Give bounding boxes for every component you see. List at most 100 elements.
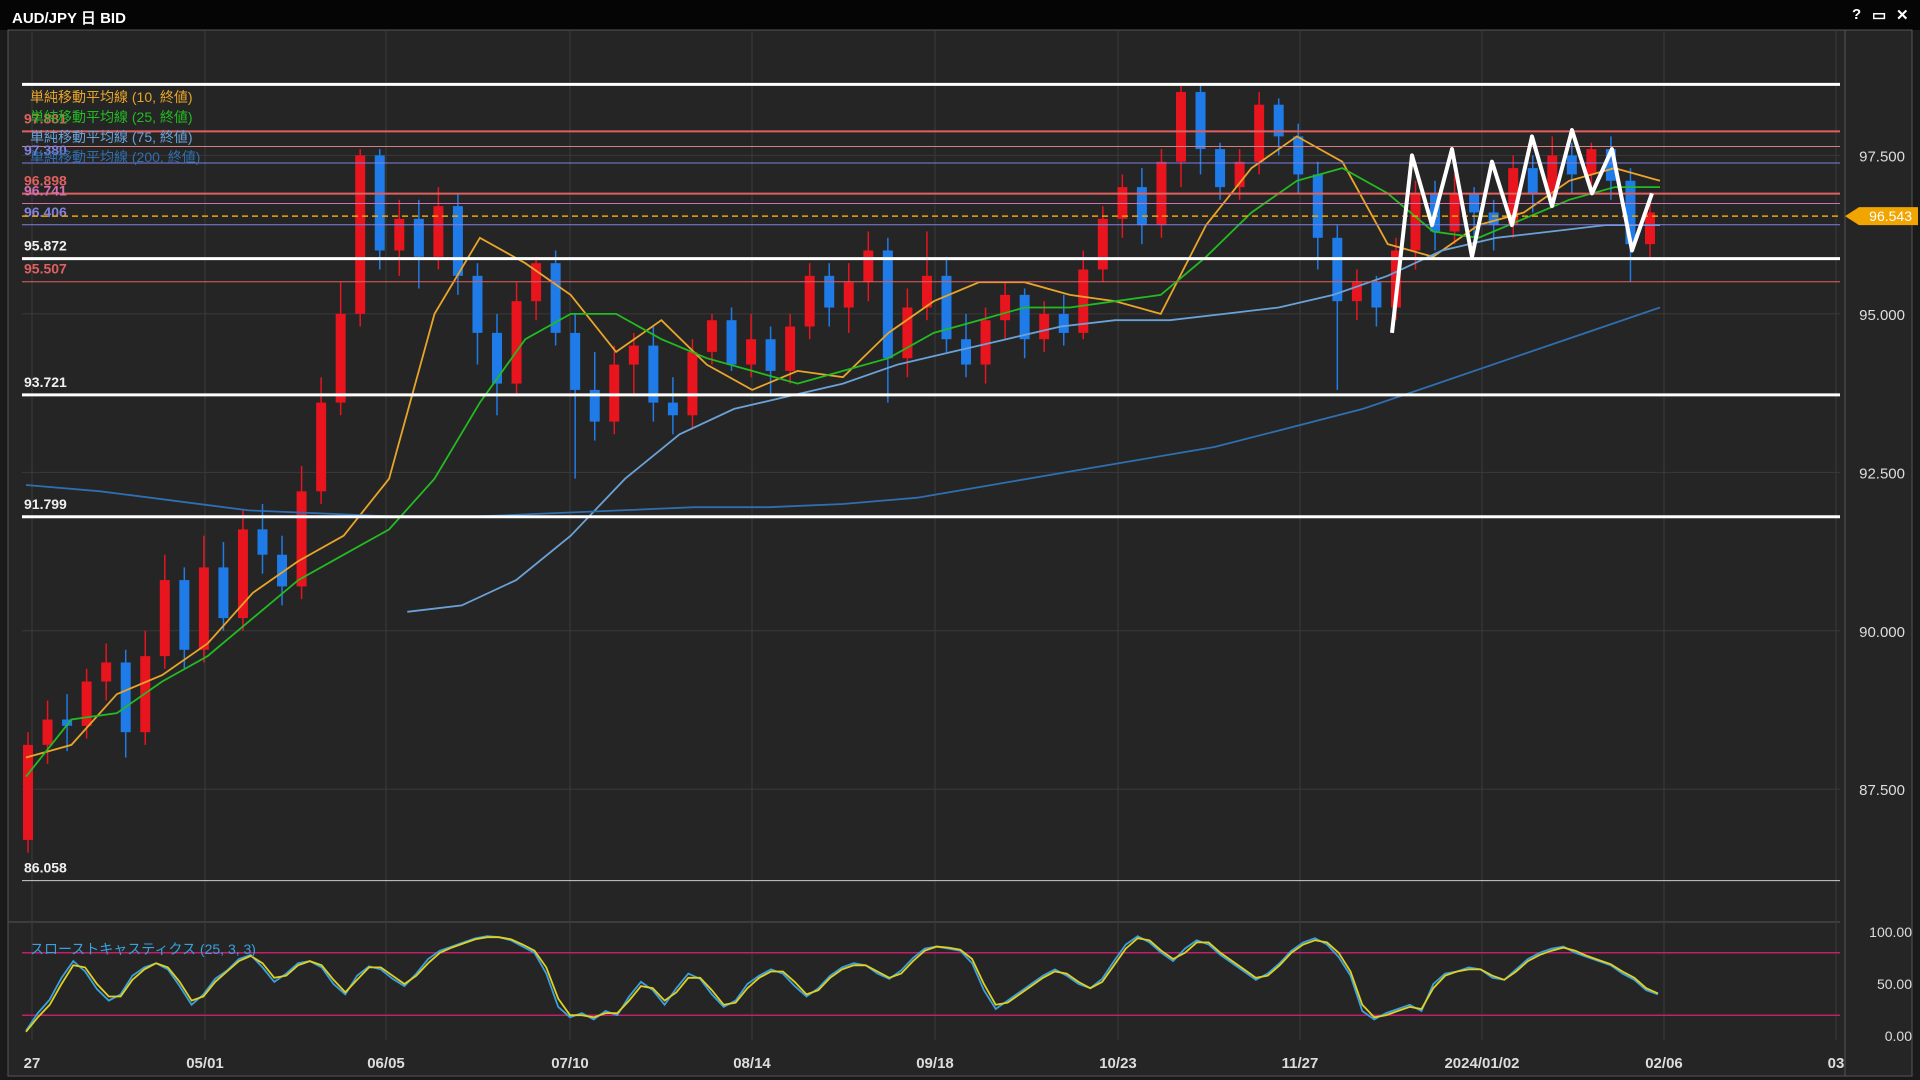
candle-body (42, 719, 53, 745)
candle-body (1508, 168, 1519, 226)
help-icon[interactable]: ? (1852, 6, 1862, 23)
moving-average-line (407, 224, 1660, 613)
candle-body (726, 320, 737, 365)
legend-entry: 単純移動平均線 (75, 終値) (30, 129, 193, 145)
candle-body (1117, 187, 1128, 219)
candle-body (628, 345, 639, 365)
candle-body (1234, 161, 1245, 188)
stochastic-line (25, 935, 1659, 1032)
candle-body (765, 339, 776, 371)
level-label: 96.898 (24, 173, 67, 189)
candle-body (941, 275, 952, 340)
candle-body (706, 320, 717, 352)
candle-body (257, 529, 268, 555)
candle-body (492, 332, 503, 384)
candle-body (81, 681, 92, 726)
maximize-icon[interactable]: ▭ (1872, 7, 1887, 24)
legend-entry: 単純移動平均線 (25, 終値) (30, 109, 193, 125)
candle-body (1215, 149, 1226, 188)
stochastic-tick-label: 50.00 (1877, 976, 1912, 992)
candle-body (961, 339, 972, 365)
candle-body (1136, 187, 1147, 226)
title-bar: AUD/JPY 日 BID ? ▭ ✕ (0, 0, 1920, 30)
legend-entry: 単純移動平均線 (10, 終値) (30, 89, 193, 105)
level-label: 96.741 (24, 183, 67, 199)
level-label: 93.721 (24, 374, 67, 390)
candle-body (589, 389, 600, 422)
candle-body (1371, 282, 1382, 308)
date-tick-label: 10/23 (1099, 1055, 1137, 1072)
candle-body (882, 250, 893, 359)
date-tick-label: 2024/01/02 (1444, 1055, 1519, 1072)
date-tick-label: 11/27 (1282, 1055, 1319, 1072)
candle-body (1019, 294, 1030, 340)
drawn-zigzag-annotation (1390, 128, 1654, 334)
price-tick-label: 87.500 (1859, 782, 1905, 799)
close-icon[interactable]: ✕ (1896, 7, 1909, 24)
candle-body (316, 402, 327, 492)
chart-border (7, 29, 1913, 1077)
candle-body (824, 275, 835, 308)
candle-body (218, 567, 229, 619)
legend-entry: 単純移動平均線 (200, 終値) (30, 149, 200, 165)
moving-average-line (25, 135, 1661, 759)
candle-body (452, 206, 463, 276)
candle-body (335, 313, 346, 403)
current-price-tag (1845, 207, 1918, 226)
candle-body (1175, 92, 1186, 162)
candle-body (1547, 155, 1558, 194)
candle-body (1332, 237, 1343, 302)
candle-body (62, 719, 73, 726)
level-label: 91.799 (24, 496, 67, 512)
level-label: 95.507 (24, 261, 67, 277)
candle-body (1058, 313, 1069, 333)
date-tick-label: 02/06 (1645, 1055, 1683, 1072)
candle-body (296, 491, 307, 587)
candle-body (1273, 104, 1284, 137)
candle-body (120, 662, 131, 733)
candle-body (1527, 168, 1538, 194)
candle-body (1312, 174, 1323, 238)
candle-body (394, 218, 405, 251)
candle-body (980, 320, 991, 365)
candle-body (863, 250, 874, 283)
candle-body (1605, 149, 1616, 181)
candle-body (374, 155, 385, 251)
candle-body (648, 345, 659, 403)
stochastic-line (25, 936, 1659, 1033)
candle-body (550, 263, 561, 333)
date-tick-label: 08/14 (733, 1055, 771, 1072)
candle-body (1097, 218, 1108, 270)
candle-body (511, 301, 522, 384)
candle-body (179, 580, 190, 650)
candle-body (1254, 104, 1265, 162)
candle-body (687, 351, 698, 416)
moving-average-line (25, 306, 1661, 518)
candle-body (1488, 212, 1499, 226)
chart-background (8, 30, 1912, 1076)
date-tick-label: 09/18 (916, 1055, 954, 1072)
candle-body (355, 155, 366, 314)
candle-body (1469, 193, 1480, 213)
candle-body (433, 206, 444, 257)
candle-body (746, 339, 757, 365)
candle-body (667, 402, 678, 416)
stochastic-tick-label: 0.00 (1885, 1028, 1912, 1044)
price-tick-label: 90.000 (1859, 624, 1905, 641)
date-tick-label: 06/05 (367, 1055, 405, 1072)
candle-body (804, 275, 815, 327)
date-tick-label: 05/01 (186, 1055, 224, 1072)
candle-body (198, 567, 209, 650)
candle-body (902, 307, 913, 359)
candle-body (1390, 250, 1401, 308)
candle-body (159, 580, 170, 657)
window-title: AUD/JPY 日 BID (12, 10, 126, 27)
candle-body (1293, 136, 1304, 175)
candle-body (921, 275, 932, 308)
candle-body (1566, 155, 1577, 175)
candle-body (1645, 212, 1655, 245)
level-label: 97.380 (24, 142, 67, 158)
candle-body (1586, 149, 1597, 175)
